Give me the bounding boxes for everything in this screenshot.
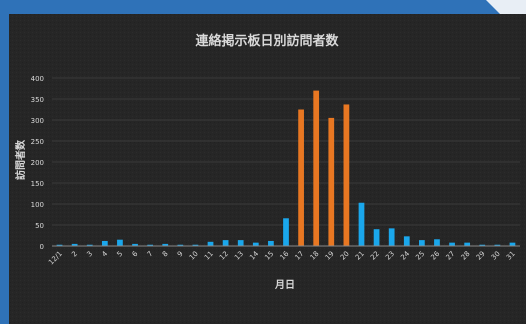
x-tick-label: 19 bbox=[324, 250, 336, 262]
left-edge bbox=[0, 0, 9, 324]
bar-30 bbox=[494, 244, 501, 246]
bar-19 bbox=[328, 117, 335, 247]
x-tick-label: 17 bbox=[294, 250, 306, 262]
bar-24 bbox=[403, 236, 410, 246]
x-tick-label: 21 bbox=[354, 250, 366, 262]
bar-10 bbox=[192, 244, 199, 246]
bar-28 bbox=[464, 242, 471, 246]
x-tick-label: 23 bbox=[384, 250, 396, 262]
bar-12 bbox=[222, 240, 229, 246]
bar-5 bbox=[117, 239, 123, 246]
bar-27 bbox=[449, 242, 455, 246]
x-tick-label: 11 bbox=[203, 250, 215, 262]
y-tick-label: 200 bbox=[31, 159, 44, 167]
y-axis-ticks: 0 50 100 150 200 250 300 350 400 bbox=[31, 75, 44, 251]
bar-18 bbox=[313, 90, 320, 246]
x-tick-label: 20 bbox=[339, 250, 351, 262]
header-strip bbox=[0, 0, 526, 14]
bar-29 bbox=[479, 244, 486, 246]
x-tick-label: 29 bbox=[475, 250, 487, 262]
bar-8 bbox=[162, 243, 169, 246]
x-tick-label: 28 bbox=[460, 250, 472, 262]
bar-23 bbox=[388, 228, 395, 246]
x-tick-label: 31 bbox=[505, 250, 517, 262]
bar-21 bbox=[358, 202, 365, 246]
bar-7 bbox=[147, 244, 153, 246]
x-tick-label: 6 bbox=[131, 249, 140, 258]
x-tick-label: 13 bbox=[233, 250, 245, 262]
y-tick-label: 350 bbox=[31, 96, 44, 104]
y-tick-label: 400 bbox=[31, 75, 44, 83]
x-tick-label: 18 bbox=[309, 250, 321, 262]
bar-20 bbox=[343, 104, 350, 247]
x-tick-label: 4 bbox=[100, 249, 109, 258]
bar-4 bbox=[101, 240, 108, 246]
x-tick-label: 22 bbox=[369, 250, 381, 262]
x-tick-label: 25 bbox=[414, 250, 426, 262]
bar-13 bbox=[237, 240, 244, 246]
bar-9 bbox=[177, 244, 184, 246]
x-tick-label: 10 bbox=[188, 250, 200, 262]
x-tick-label: 2 bbox=[70, 250, 79, 259]
bar-26 bbox=[434, 239, 440, 246]
y-tick-label: 300 bbox=[31, 117, 44, 125]
bar-15 bbox=[268, 240, 274, 246]
bar-2 bbox=[71, 243, 78, 246]
x-tick-label: 8 bbox=[161, 250, 170, 259]
y-tick-label: 100 bbox=[31, 201, 44, 209]
bar-3 bbox=[86, 244, 93, 246]
bar-17 bbox=[298, 109, 304, 246]
x-tick-label: 5 bbox=[116, 250, 125, 259]
chart-background bbox=[9, 14, 526, 324]
x-tick-label: 15 bbox=[263, 250, 275, 262]
bar-31 bbox=[509, 242, 516, 246]
y-tick-label: 0 bbox=[40, 243, 44, 251]
y-tick-label: 50 bbox=[35, 222, 44, 230]
bars bbox=[56, 90, 516, 247]
bar-11 bbox=[207, 241, 214, 246]
x-tick-label: 9 bbox=[176, 250, 185, 259]
x-axis-label: 月日 bbox=[274, 279, 295, 291]
chart-title: 連絡掲示板日別訪問者数 bbox=[195, 33, 339, 49]
corner-accent bbox=[486, 0, 526, 14]
x-tick-label: 7 bbox=[146, 250, 155, 259]
x-tick-label: 30 bbox=[490, 250, 502, 262]
bar-6 bbox=[132, 243, 138, 246]
y-tick-label: 150 bbox=[31, 180, 44, 188]
bar-16 bbox=[283, 218, 289, 246]
x-tick-label: 27 bbox=[445, 250, 457, 262]
x-tick-label: 3 bbox=[85, 250, 94, 259]
bar-14 bbox=[252, 242, 259, 246]
gridlines bbox=[52, 77, 520, 226]
bar-12-1 bbox=[56, 244, 63, 246]
y-tick-label: 250 bbox=[31, 138, 44, 146]
bar-22 bbox=[373, 229, 380, 246]
x-tick-label: 12 bbox=[218, 250, 230, 262]
bar-25 bbox=[419, 240, 425, 246]
y-axis-label: 訪問者数 bbox=[14, 139, 27, 180]
